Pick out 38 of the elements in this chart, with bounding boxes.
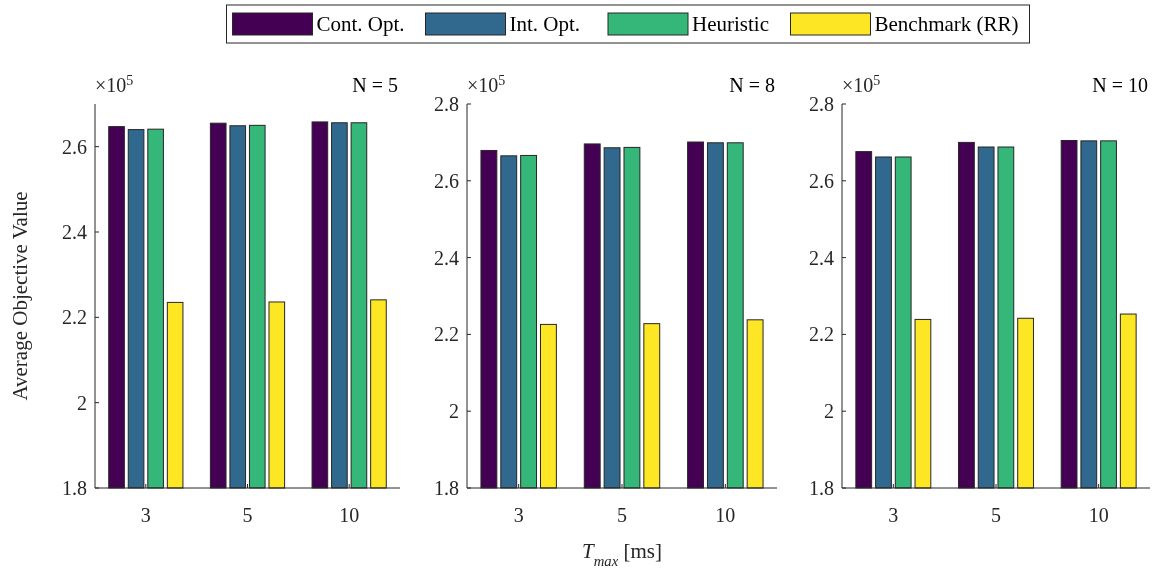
x-axis-title: T$_{max}$ [ms] — [582, 539, 662, 569]
text: ×10$^{5}$ — [467, 72, 506, 96]
y-tick-label: 2.2 — [62, 306, 87, 329]
x-tick-label: 5 — [991, 504, 1001, 526]
chart-title: N = 5 — [352, 74, 398, 96]
y-tick-label: 2 — [824, 400, 834, 423]
y-tick-label: 2.8 — [809, 93, 834, 115]
legend-label: Int. Opt. — [509, 12, 581, 36]
x-tick-label: 10 — [339, 504, 360, 526]
y-tick-label: 2.4 — [434, 246, 459, 269]
text: ×10$^{5}$ — [842, 72, 881, 96]
y-tick-label: 2 — [449, 400, 459, 423]
y-tick-label: 1.8 — [434, 477, 459, 499]
legend-label: Benchmark (RR) — [874, 12, 1019, 36]
y-tick-label: 2.6 — [809, 169, 834, 192]
y-tick-label: 1.8 — [809, 477, 834, 499]
chart-title: N = 8 — [729, 74, 775, 96]
y-tick-label: 2.6 — [62, 135, 87, 158]
y-tick-label: 2.2 — [434, 323, 459, 346]
y-tick-label: 2.2 — [809, 323, 834, 346]
text: ×10$^{5}$ — [95, 72, 134, 96]
y-tick-label: 2.6 — [434, 169, 459, 192]
x-tick-label: 10 — [1088, 504, 1109, 526]
x-tick-label: 5 — [242, 504, 253, 526]
y-tick-label: 2 — [77, 391, 87, 414]
legend-label: Heuristic — [692, 12, 769, 36]
x-tick-label: 3 — [140, 504, 151, 526]
x-tick-label: 10 — [715, 504, 736, 526]
x-tick-label: 5 — [617, 504, 627, 526]
chart-title: N = 10 — [1092, 74, 1148, 96]
y-tick-label: 2.8 — [434, 93, 459, 115]
y-axis-title: Average Objective Value — [8, 191, 32, 401]
y-tick-label: 2.4 — [809, 246, 834, 269]
y-tick-label: 2.4 — [62, 221, 87, 243]
x-tick-label: 3 — [513, 504, 524, 526]
x-tick-label: 3 — [888, 504, 899, 526]
y-tick-label: 1.8 — [62, 477, 87, 499]
legend-label: Cont. Opt. — [316, 12, 405, 36]
